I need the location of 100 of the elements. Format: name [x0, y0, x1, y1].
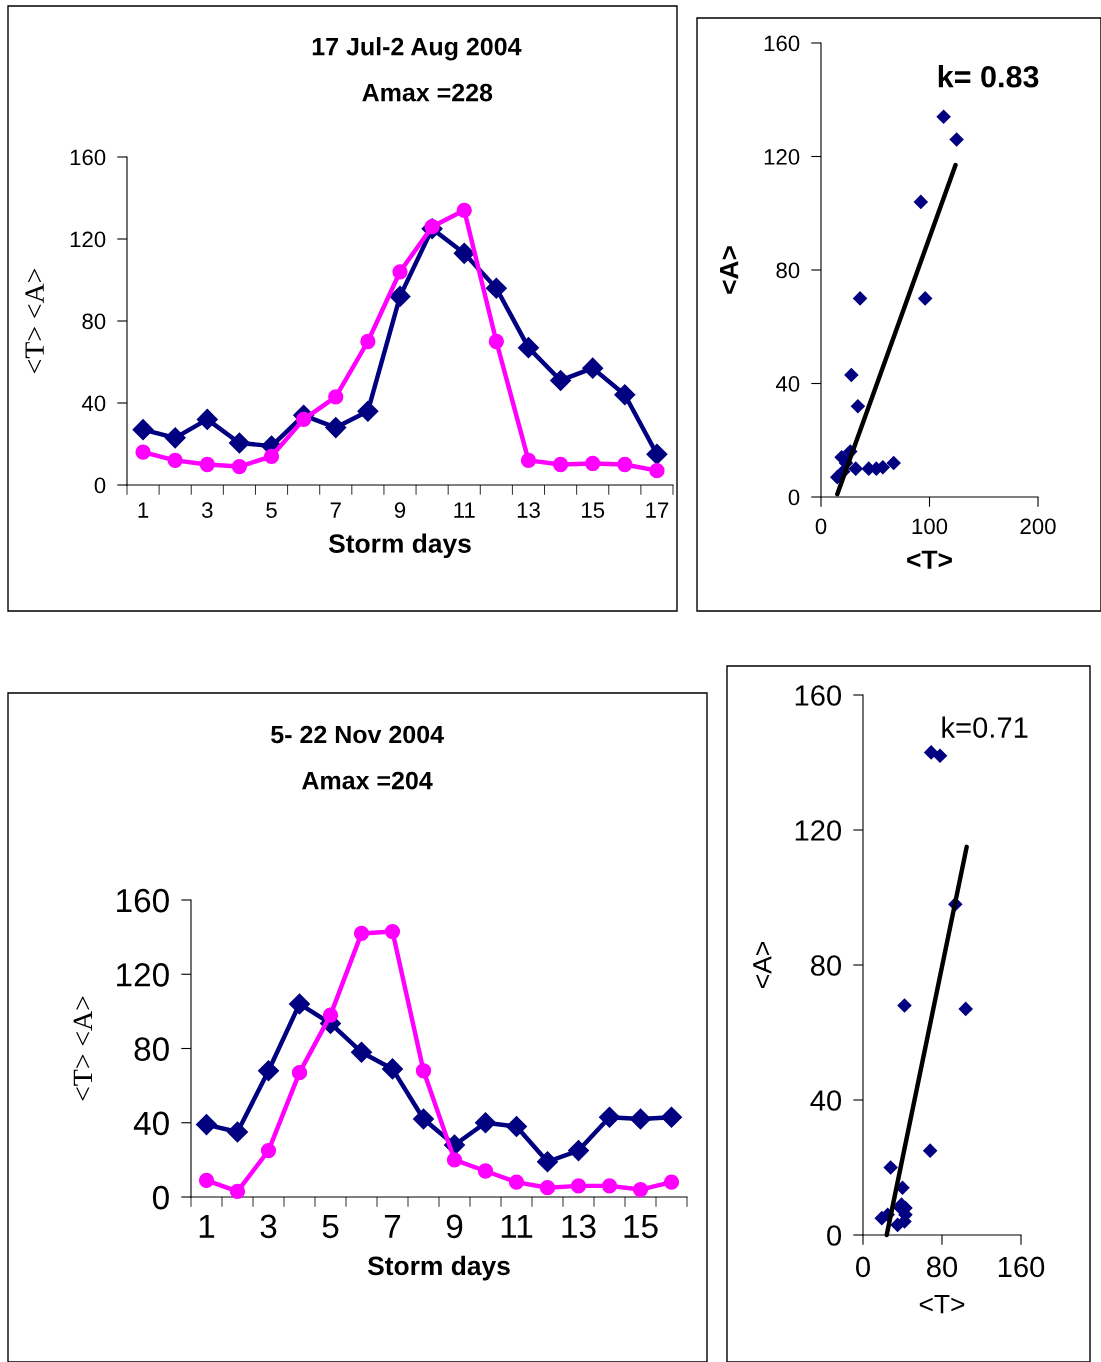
x-tick-label: 100 [912, 518, 948, 535]
x-tick-label: 9 [394, 502, 406, 518]
point [328, 389, 344, 405]
point [617, 456, 633, 473]
point [570, 1178, 587, 1194]
x-tick-label: 13 [562, 1214, 596, 1239]
point [660, 1106, 683, 1128]
point [477, 1163, 494, 1179]
point [848, 461, 863, 476]
point [585, 455, 601, 472]
point [228, 432, 250, 454]
x-tick-label: 3 [201, 502, 213, 518]
y-tick-label: 160 [764, 35, 800, 52]
point [663, 1174, 680, 1190]
point [296, 411, 312, 428]
point [229, 1183, 246, 1200]
x-tick-label: 3 [260, 1214, 277, 1239]
y-tick-label: 160 [70, 149, 106, 166]
x-tick-label: 7 [330, 502, 341, 518]
point [567, 1140, 590, 1162]
point [322, 1007, 339, 1023]
x-tick-label: 200 [1020, 518, 1056, 535]
x-tick-label: 13 [517, 502, 540, 518]
y-tick-label: 0 [152, 1185, 169, 1210]
point [517, 337, 539, 359]
point [167, 452, 183, 469]
y-tick-label: 120 [795, 820, 842, 841]
y-tick-label: 120 [70, 231, 106, 248]
y-tick-label: 160 [117, 888, 169, 913]
point [135, 444, 151, 460]
point [552, 456, 569, 473]
point [453, 242, 475, 264]
point [958, 1001, 973, 1017]
point [260, 1142, 277, 1159]
y-axis-title: <A> [753, 942, 772, 988]
x-tick-label: 17 [646, 502, 669, 518]
y-tick-label: 120 [764, 149, 800, 165]
x-tick-label: 11 [501, 1214, 533, 1238]
point [350, 1041, 373, 1063]
point [550, 369, 572, 391]
point [412, 1108, 435, 1130]
point [488, 333, 504, 350]
x-tick-label: 5 [322, 1214, 339, 1239]
point [632, 1181, 649, 1198]
point [629, 1108, 652, 1130]
point [936, 109, 951, 125]
chart-title: 17 Jul-2 Aug 2004 [312, 37, 522, 61]
point [226, 1121, 249, 1143]
x-tick-label: 5 [266, 502, 277, 518]
y-tick-label: 40 [81, 395, 106, 412]
x-tick-label: 160 [998, 1256, 1045, 1278]
point [897, 998, 912, 1013]
chart-subtitle: Amax =204 [302, 771, 433, 790]
chart-subtitle: Amax =228 [362, 83, 493, 102]
y-tick-label: 120 [117, 963, 169, 987]
annotation: k= 0.83 [938, 65, 1039, 88]
point [646, 443, 668, 465]
point [932, 748, 948, 764]
point [474, 1112, 497, 1134]
point [922, 1143, 938, 1158]
point [384, 923, 401, 940]
point [415, 1063, 432, 1079]
point [446, 1152, 463, 1168]
point [291, 1064, 308, 1081]
y-axis-title: <T> <A> [25, 269, 44, 373]
point [539, 1180, 556, 1196]
point [913, 194, 929, 210]
point [505, 1115, 528, 1137]
point [353, 925, 370, 942]
point [325, 417, 347, 439]
point [195, 1114, 218, 1136]
y-tick-label: 80 [82, 313, 106, 330]
point [257, 1060, 280, 1082]
x-tick-label: 11 [454, 502, 475, 518]
x-axis-title: Storm days [328, 533, 471, 559]
x-axis-title: <T> [907, 550, 952, 569]
point [844, 367, 859, 383]
point [132, 419, 154, 441]
y-tick-label: 0 [788, 489, 800, 506]
y-tick-label: 40 [775, 376, 800, 392]
x-tick-label: 0 [856, 1256, 870, 1278]
point [288, 993, 311, 1015]
x-tick-label: 9 [446, 1214, 463, 1239]
y-tick-label: 0 [94, 477, 106, 494]
point [360, 333, 376, 350]
point [850, 398, 866, 414]
point [199, 456, 215, 473]
point [536, 1151, 559, 1173]
x-tick-label: 1 [199, 1214, 215, 1238]
point [389, 285, 411, 307]
y-tick-label: 80 [776, 262, 800, 279]
point [231, 458, 248, 475]
y-tick-label: 160 [795, 685, 842, 706]
point [381, 1058, 404, 1080]
point [582, 357, 604, 379]
y-tick-label: 40 [133, 1111, 169, 1136]
point [601, 1178, 618, 1194]
point [196, 408, 218, 430]
point [883, 1160, 898, 1175]
point [649, 463, 665, 479]
